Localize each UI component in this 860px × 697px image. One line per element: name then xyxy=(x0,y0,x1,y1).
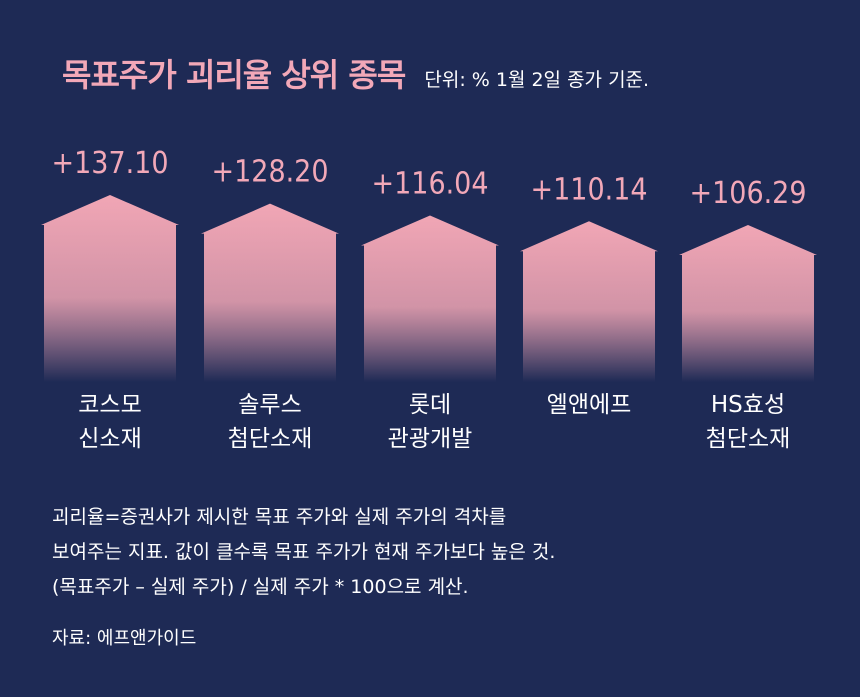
bar-arrow-0 xyxy=(41,195,179,382)
bar-arrow-2 xyxy=(361,215,499,382)
footnote: 괴리율=증권사가 제시한 목표 주가와 실제 주가의 격차를 보여주는 지표. … xyxy=(52,500,555,605)
category-label-4-line-0: HS효성 xyxy=(710,392,786,418)
category-label-1-line-0: 솔루스 xyxy=(238,392,302,418)
category-label-4-line-1: 첨단소재 xyxy=(705,426,791,452)
value-label-3: +110.14 xyxy=(530,172,647,207)
category-label-1-line-1: 첨단소재 xyxy=(227,426,313,452)
chart-title: 목표주가 괴리율 상위 종목 xyxy=(62,56,406,94)
value-label-4: +106.29 xyxy=(689,176,806,211)
value-label-2: +116.04 xyxy=(371,167,488,202)
value-label-0: +137.10 xyxy=(51,146,168,181)
title-row: 목표주가 괴리율 상위 종목 단위: % 1월 2일 종가 기준. xyxy=(62,50,649,96)
footnote-line-1: 괴리율=증권사가 제시한 목표 주가와 실제 주가의 격차를 xyxy=(52,506,507,528)
category-label-2-line-1: 관광개발 xyxy=(387,426,473,452)
category-label-0-line-1: 신소재 xyxy=(78,426,142,452)
category-label-0-line-0: 코스모 xyxy=(78,392,142,418)
category-label-2-line-0: 롯데 xyxy=(408,392,452,418)
category-label-3-line-0: 엘앤에프 xyxy=(546,392,632,418)
bar-arrow-3 xyxy=(520,221,658,382)
category-label-3: 엘앤에프 xyxy=(509,388,669,422)
unit-note: 단위: % 1월 2일 종가 기준. xyxy=(424,69,650,91)
bar-arrow-1 xyxy=(201,203,339,382)
value-label-1: +128.20 xyxy=(211,155,328,190)
footnote-line-3: (목표주가 – 실제 주가) / 실제 주가 * 100으로 계산. xyxy=(52,576,469,598)
footnote-line-2: 보여주는 지표. 값이 클수록 목표 주가가 현재 주가보다 높은 것. xyxy=(52,541,556,563)
bar-arrow-4 xyxy=(679,225,817,382)
source-note: 자료: 에프앤가이드 xyxy=(52,628,197,649)
